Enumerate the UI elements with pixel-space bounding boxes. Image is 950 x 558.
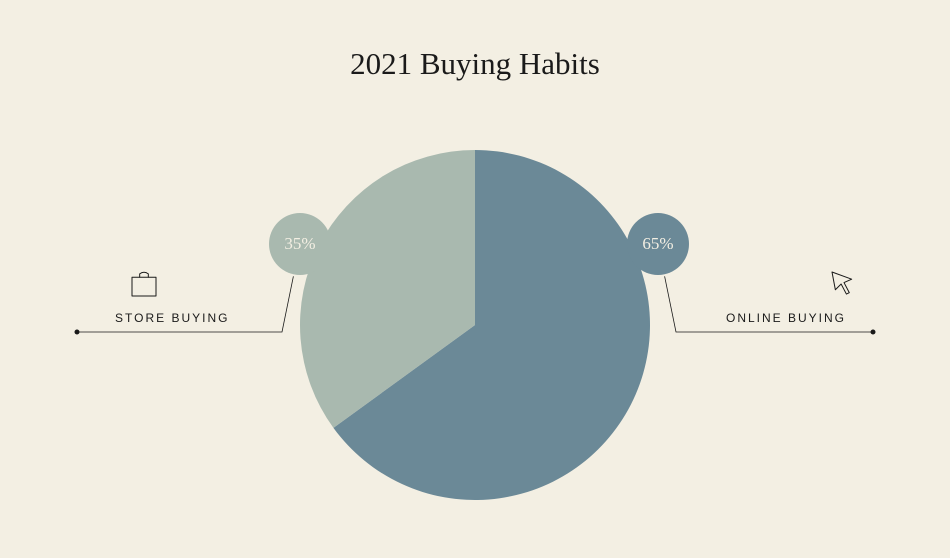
badge-text-store: 35%	[284, 234, 315, 253]
leader-dot-online	[871, 330, 876, 335]
leader-dot-store	[75, 330, 80, 335]
shopping-bag-icon	[132, 272, 156, 296]
badge-text-online: 65%	[642, 234, 673, 253]
label-online: ONLINE BUYING	[726, 311, 846, 325]
chart-svg: 35% 65%	[0, 0, 950, 558]
chart-canvas: 2021 Buying Habits 35%65% STORE BUYING O…	[0, 0, 950, 558]
cursor-icon	[832, 272, 852, 294]
pie-group	[300, 150, 650, 500]
label-store: STORE BUYING	[115, 311, 229, 325]
